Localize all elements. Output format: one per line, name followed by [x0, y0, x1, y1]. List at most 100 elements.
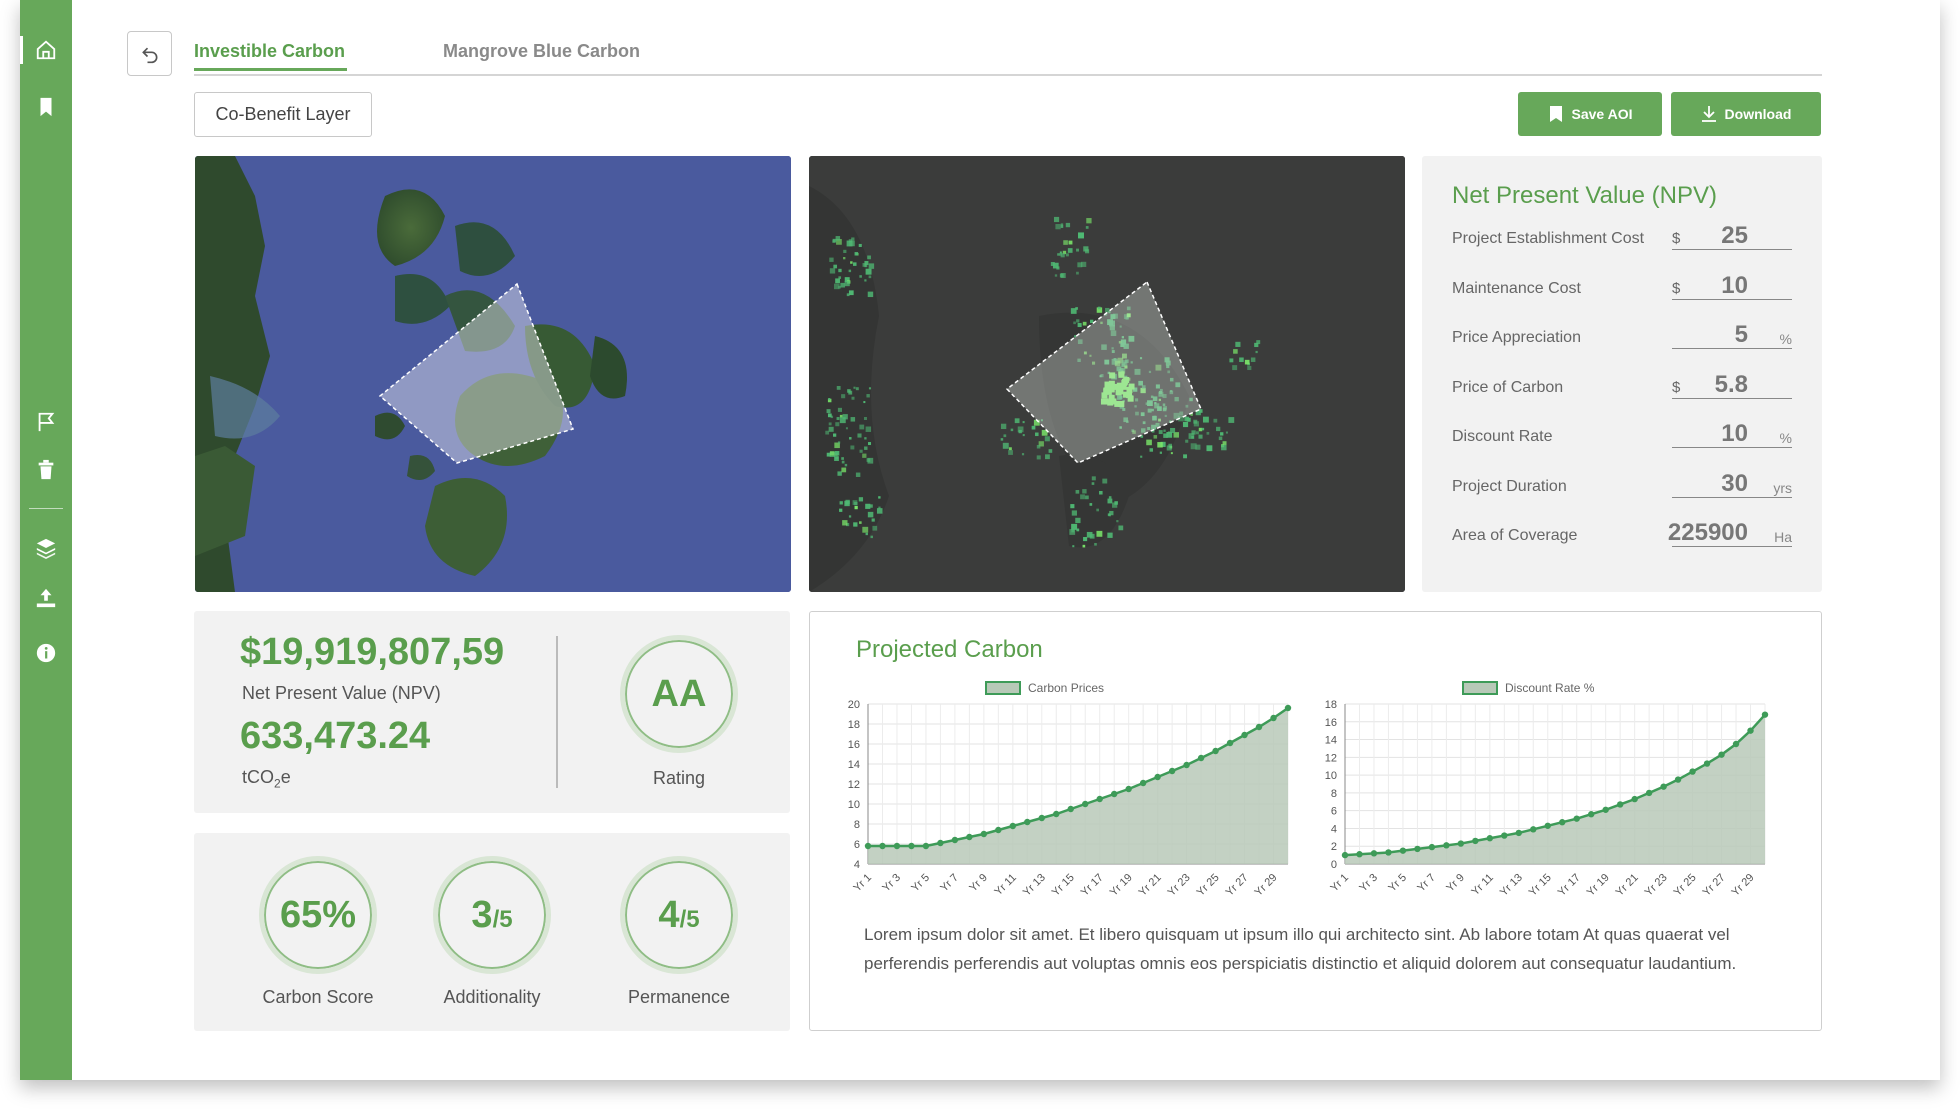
coverage-cell: [1100, 321, 1103, 325]
coverage-hotspot: [1118, 400, 1125, 407]
summary-divider: [556, 636, 558, 788]
coverage-cell: [1159, 451, 1163, 454]
coverage-hotspot: [1123, 391, 1130, 398]
coverage-cell: [1094, 542, 1097, 546]
coverage-cell: [1096, 307, 1103, 313]
coverage-cell: [841, 467, 847, 473]
bookmark-icon[interactable]: [33, 94, 59, 120]
coverage-hotspot: [1127, 395, 1134, 402]
coverage-cell: [846, 240, 853, 247]
save-aoi-button[interactable]: Save AOI: [1518, 92, 1662, 136]
data-point: [1284, 704, 1292, 712]
coverage-cell: [1220, 432, 1224, 436]
npv-row-input[interactable]: 5%: [1672, 319, 1792, 349]
coverage-cell: [1075, 490, 1080, 494]
coverage-cell: [1147, 400, 1153, 407]
coverage-cell: [1189, 397, 1193, 402]
coverage-cell: [1159, 388, 1163, 392]
coverage-map[interactable]: [809, 156, 1405, 592]
carbon-score-label: Carbon Score: [262, 987, 374, 1007]
y-tick-label: 16: [1325, 717, 1337, 729]
coverage-cell: [834, 456, 839, 461]
x-tick-label: Yr 25: [1672, 872, 1699, 899]
coverage-cell: [845, 427, 848, 430]
data-point: [1645, 789, 1653, 797]
series-area: [1345, 714, 1765, 864]
coverage-cell: [1022, 434, 1025, 437]
coverage-cell: [1070, 308, 1077, 314]
coverage-cell: [1052, 262, 1059, 269]
coverage-cell: [1003, 434, 1007, 438]
y-tick-label: 18: [1325, 699, 1337, 711]
npv-row: Discount Rate 10%: [1452, 418, 1794, 452]
npv-row-unit: Ha: [1774, 529, 1792, 545]
npv-row-label: Price Appreciation: [1452, 329, 1581, 346]
x-tick-label: Yr 11: [992, 872, 1019, 899]
additionality-denominator: /5: [492, 906, 513, 933]
npv-row-input[interactable]: $10: [1672, 270, 1792, 300]
layers-icon[interactable]: [33, 535, 59, 561]
coverage-cell: [1228, 417, 1235, 423]
coverage-cell: [1213, 418, 1218, 423]
coverage-cell: [1081, 261, 1087, 267]
coverage-cell: [1080, 494, 1085, 500]
x-tick-label: Yr 17: [1556, 872, 1583, 899]
coverage-cell: [1125, 316, 1129, 320]
coverage-cell: [1082, 544, 1086, 548]
coverage-cell: [1163, 429, 1166, 432]
coverage-cell: [1085, 226, 1089, 229]
y-tick-label: 14: [1325, 735, 1337, 747]
coverage-cell: [1082, 489, 1087, 494]
download-button[interactable]: Download: [1671, 92, 1821, 136]
coverage-cell: [1135, 398, 1139, 402]
coverage-cell: [1190, 413, 1193, 416]
flag-icon[interactable]: [33, 409, 59, 435]
data-point: [1428, 843, 1436, 851]
home-icon[interactable]: [33, 37, 59, 63]
npv-row-input[interactable]: 10%: [1672, 418, 1792, 448]
tab-mangrove-blue-carbon[interactable]: Mangrove Blue Carbon: [443, 41, 641, 61]
coverage-cell: [1104, 313, 1108, 316]
coverage-cell: [1090, 319, 1094, 324]
coverage-cell: [1041, 429, 1048, 436]
npv-row-input[interactable]: 225900 Ha: [1668, 517, 1792, 547]
coverage-cell: [848, 390, 853, 395]
coverage-cell: [1152, 415, 1157, 421]
x-tick-label: Yr 21: [1137, 872, 1164, 899]
upload-icon[interactable]: [33, 585, 59, 611]
coverage-cell: [1222, 441, 1227, 446]
x-tick-label: Yr 9: [967, 872, 990, 895]
coverage-cell: [1141, 385, 1146, 389]
coverage-cell: [1117, 395, 1122, 400]
tab-investible-carbon[interactable]: Investible Carbon: [194, 41, 346, 61]
coverage-cell: [1085, 495, 1089, 500]
npv-row-input[interactable]: $25: [1672, 220, 1792, 250]
coverage-cell: [1111, 347, 1114, 350]
coverage-cell: [1074, 335, 1077, 338]
satellite-map[interactable]: [195, 156, 791, 592]
coverage-cell: [859, 275, 862, 278]
npv-label: Net Present Value (NPV): [242, 683, 441, 703]
coverage-cell: [854, 252, 859, 256]
info-icon[interactable]: [33, 640, 59, 666]
back-button[interactable]: [127, 31, 172, 76]
data-point: [893, 842, 901, 850]
npv-row-label: Maintenance Cost: [1452, 279, 1581, 297]
data-point: [1385, 849, 1392, 856]
coverage-cell: [1165, 360, 1171, 366]
x-tick-label: Yr 29: [1253, 872, 1280, 899]
coverage-cell: [1233, 349, 1238, 354]
data-point: [879, 842, 886, 850]
npv-row-input[interactable]: $5.8: [1672, 369, 1792, 399]
coverage-cell: [1173, 412, 1180, 419]
npv-row-prefix: $: [1672, 230, 1681, 247]
co-benefit-layer-button[interactable]: Co-Benefit Layer: [194, 92, 372, 137]
coverage-cell: [852, 500, 858, 505]
npv-row-input[interactable]: 30 yrs: [1672, 468, 1792, 498]
data-point: [1399, 847, 1407, 854]
data-point: [908, 842, 915, 850]
coverage-cell: [842, 414, 848, 420]
trash-icon[interactable]: [33, 457, 59, 483]
coverage-hotspot: [1108, 394, 1115, 401]
coverage-cell: [1111, 350, 1115, 354]
